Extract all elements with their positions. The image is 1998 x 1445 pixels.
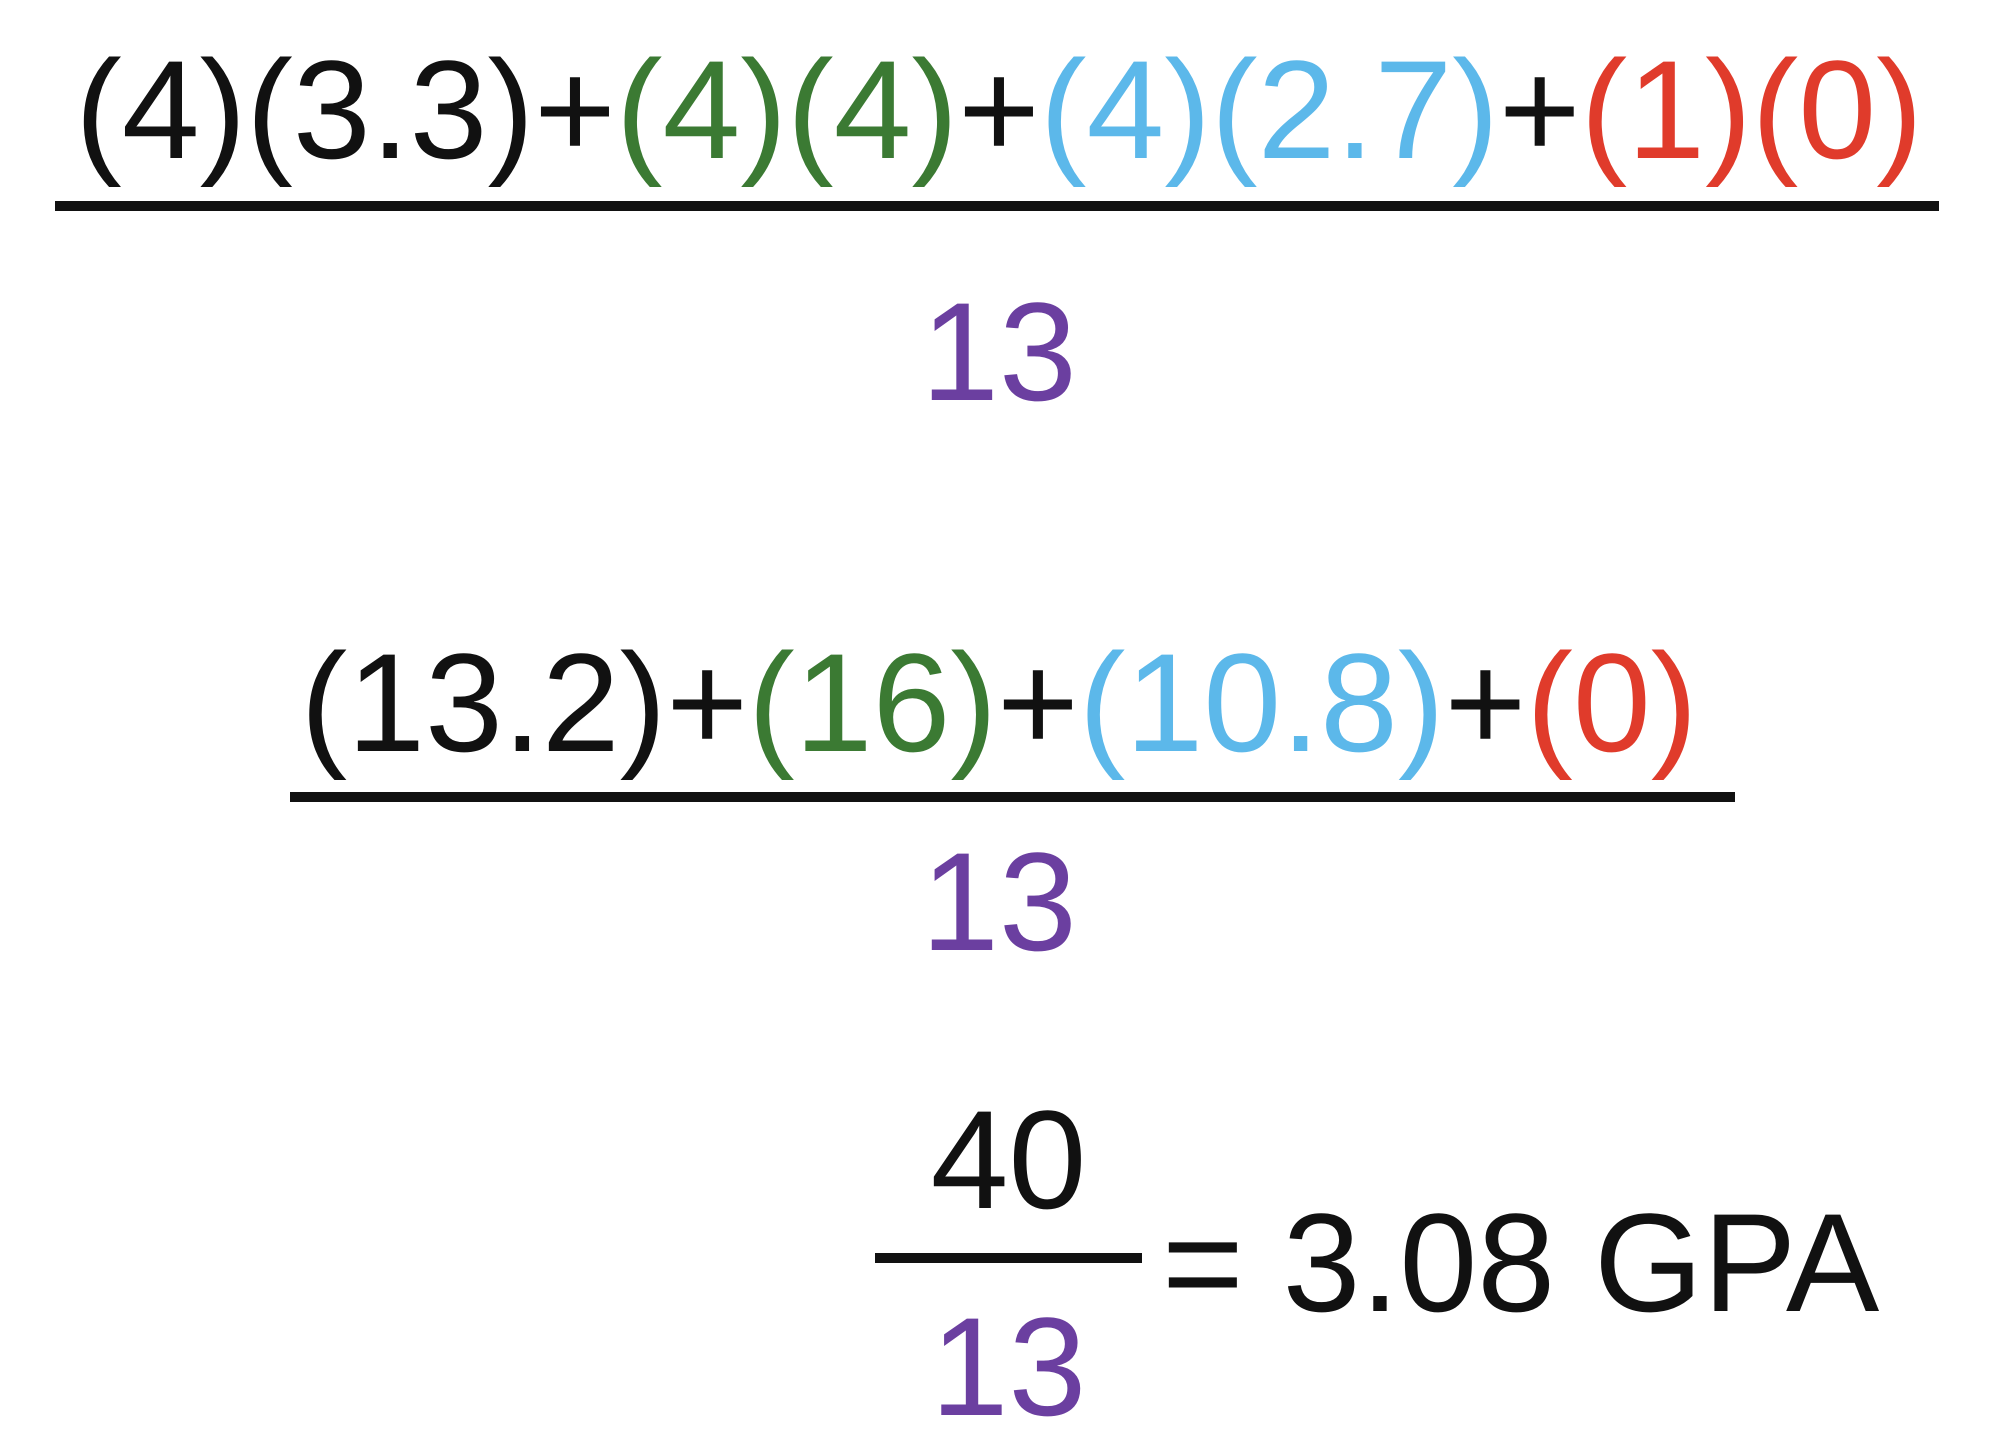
product-course-1: (13.2)	[300, 624, 667, 781]
plus-sign: +	[1444, 624, 1527, 781]
term-course-3: (4)(2.7)	[1039, 31, 1499, 188]
step1-fraction-bar	[55, 201, 1939, 211]
step3-numerator: 40	[930, 1081, 1087, 1238]
term-course-1: (4)(3.3)	[75, 31, 535, 188]
product-course-4: (0)	[1526, 624, 1698, 781]
product-course-2: (16)	[748, 624, 998, 781]
product-course-3: (10.8)	[1078, 624, 1445, 781]
plus-sign: +	[997, 624, 1079, 781]
step1-denominator: 13	[921, 273, 1077, 430]
step2-numerator: (13.2)+(16)+(10.8)+(0)	[0, 633, 1998, 773]
plus-sign: +	[1498, 31, 1581, 188]
gpa-result: = 3.08 GPA	[1162, 1184, 1880, 1341]
plus-sign: +	[666, 624, 749, 781]
step2-denominator: 13	[921, 823, 1077, 980]
step3-denominator: 13	[930, 1288, 1087, 1445]
plus-sign: +	[534, 31, 616, 188]
plus-sign: +	[958, 31, 1040, 188]
step3-fraction-bar	[875, 1253, 1142, 1263]
step2-fraction-bar	[290, 792, 1735, 802]
term-course-2: (4)(4)	[615, 31, 959, 188]
term-course-4: (1)(0)	[1580, 31, 1923, 188]
step1-numerator: (4)(3.3)+(4)(4)+(4)(2.7)+(1)(0)	[0, 40, 1998, 180]
